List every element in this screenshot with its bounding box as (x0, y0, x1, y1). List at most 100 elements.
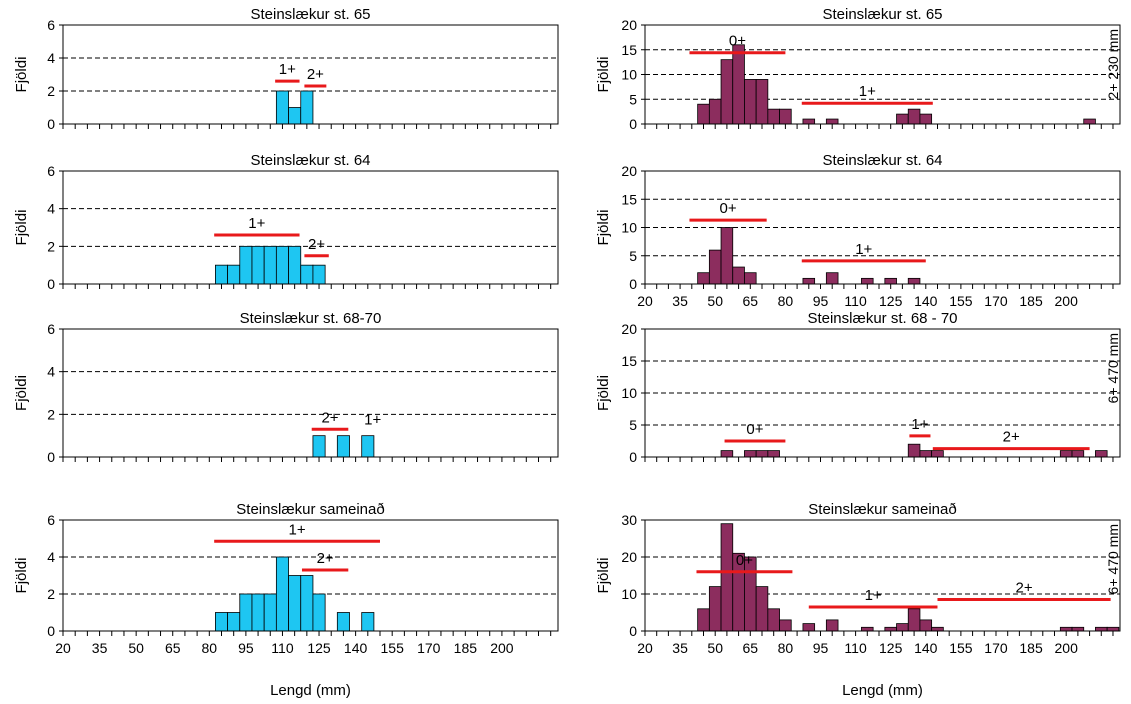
y-axis-label: Fjöldi (595, 375, 612, 411)
histogram-bar (215, 612, 228, 632)
histogram-bar (336, 435, 350, 458)
chart-title: Steinslækur st. 65 (822, 6, 942, 23)
x-tick-label: 200 (1055, 293, 1079, 309)
histogram-bar (720, 523, 734, 632)
histogram-bar (1095, 626, 1108, 632)
histogram-bar (802, 277, 816, 285)
histogram-bar (767, 108, 780, 125)
y-tick-label: 15 (621, 191, 637, 207)
age-class-label: 1+ (289, 521, 306, 538)
x-tick-label: 80 (778, 293, 794, 309)
histogram-bar (1083, 118, 1096, 125)
histogram-bar (884, 626, 897, 632)
y-tick-label: 4 (47, 549, 55, 565)
y-tick-label: 0 (47, 623, 55, 639)
histogram-bar (227, 612, 241, 632)
y-tick-label: 20 (621, 321, 637, 337)
histogram-bar (263, 245, 277, 285)
chart-panel: Steinslækur st. 64 0 2 4 6 Fjöldi 1+ 2+ (13, 152, 559, 292)
chart-title: Steinslækur sameinað (808, 501, 956, 518)
age-class-label: 1+ (248, 215, 265, 232)
histogram-bar (907, 443, 921, 458)
age-class-label: 2+ (1016, 580, 1033, 597)
histogram-bar (312, 593, 326, 632)
age-class-label: 1+ (911, 416, 928, 433)
histogram-bar (300, 90, 314, 125)
histogram-bar (755, 79, 769, 125)
side-note-label: 6+ 470 mm (1105, 333, 1121, 403)
y-tick-label: 6 (47, 163, 55, 179)
x-tick-label: 20 (637, 640, 653, 656)
histogram-bar (239, 245, 253, 285)
age-class-label: 1+ (855, 241, 872, 258)
histogram-bar (861, 626, 874, 632)
x-tick-label: 155 (949, 293, 973, 309)
plot-area-frame (62, 24, 559, 125)
chart-panel: Steinslækur sameinað 0 2 4 6 Fjöldi 20 35 50 65 80… (13, 501, 559, 699)
y-tick-label: 0 (629, 116, 637, 132)
chart-title: Steinslækur st. 65 (250, 6, 370, 23)
histogram-bar (720, 450, 734, 458)
histogram-bar (239, 593, 253, 632)
x-tick-label: 170 (984, 640, 1008, 656)
histogram-bar (251, 245, 265, 285)
y-tick-label: 0 (47, 116, 55, 132)
histogram-bar (802, 118, 816, 125)
y-tick-label: 0 (629, 623, 637, 639)
histogram-bar (312, 435, 326, 458)
histogram-bar (825, 619, 839, 632)
x-tick-label: 110 (271, 640, 294, 656)
histogram-bar (275, 245, 289, 285)
plot-area-frame (62, 519, 559, 632)
histogram-bar (1106, 626, 1120, 632)
y-tick-label: 5 (629, 91, 637, 107)
y-tick-label: 2 (47, 83, 55, 99)
histogram-bar (767, 450, 780, 458)
histogram-bar (755, 586, 769, 632)
x-tick-label: 185 (1019, 640, 1043, 656)
x-tick-label: 65 (743, 293, 759, 309)
histogram-bar (755, 450, 769, 458)
histogram-bar (919, 113, 933, 125)
histogram-bar (708, 249, 722, 285)
x-tick-label: 35 (672, 640, 688, 656)
histogram-bar (884, 277, 897, 285)
histogram-bar (336, 612, 350, 632)
histogram-bar (861, 277, 874, 285)
histogram-bar (288, 107, 302, 125)
histogram-bar (779, 619, 792, 632)
histogram-bar (907, 277, 921, 285)
y-tick-label: 6 (47, 321, 55, 337)
histogram-bar (744, 450, 757, 458)
histogram-bar (767, 608, 780, 632)
y-tick-label: 2 (47, 238, 55, 254)
x-tick-label: 140 (914, 640, 938, 656)
y-tick-label: 15 (621, 353, 637, 369)
chart-title: Steinslækur sameinað (236, 501, 384, 518)
x-tick-label: 50 (707, 293, 723, 309)
x-tick-label: 140 (344, 640, 368, 656)
x-tick-label: 155 (381, 640, 405, 656)
histogram-bar (697, 608, 710, 632)
y-tick-label: 4 (47, 50, 55, 66)
y-axis-label: Fjöldi (13, 57, 30, 93)
histogram-bar (300, 264, 314, 285)
y-tick-label: 5 (629, 417, 637, 433)
histogram-bar (697, 103, 710, 125)
x-axis-label: Lengd (mm) (842, 682, 923, 699)
x-tick-label: 65 (743, 640, 759, 656)
age-class-label: 0+ (736, 552, 753, 569)
histogram-bar (825, 272, 839, 285)
x-tick-label: 200 (490, 640, 514, 656)
histogram-bar (361, 612, 375, 632)
histogram-bar (825, 118, 839, 125)
x-tick-label: 50 (707, 640, 723, 656)
side-note-label: 6+ 470 mm (1105, 524, 1121, 594)
histogram-bar (361, 435, 375, 458)
x-tick-label: 170 (984, 293, 1008, 309)
y-tick-label: 10 (621, 586, 637, 602)
age-class-label: 1+ (865, 587, 882, 604)
x-tick-label: 80 (778, 640, 794, 656)
y-tick-label: 20 (621, 549, 637, 565)
